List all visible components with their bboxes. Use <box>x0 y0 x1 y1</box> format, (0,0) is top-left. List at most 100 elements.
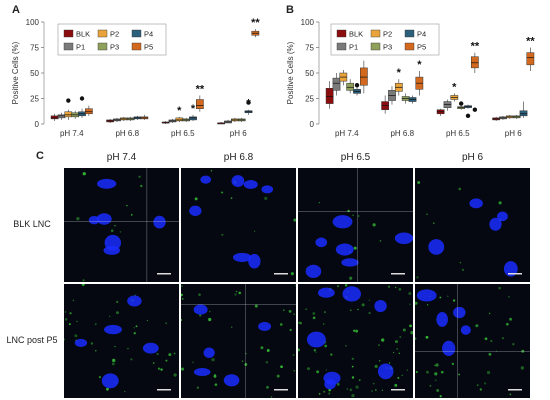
signal-dot <box>130 213 133 216</box>
box-p5 <box>196 99 204 109</box>
signal-dot <box>416 276 419 279</box>
micrograph-image <box>181 168 296 282</box>
nucleus <box>203 347 215 359</box>
signal-dot <box>241 360 244 362</box>
signal-dot <box>165 322 168 325</box>
y-tick-label: 0 <box>310 120 315 129</box>
micrograph-render <box>415 284 530 398</box>
y-tick-label: 0 <box>35 120 40 129</box>
nucleus <box>323 371 341 385</box>
y-tick-label: 25 <box>30 95 39 104</box>
signal-dot <box>388 362 391 364</box>
signal-dot <box>406 369 408 371</box>
nucleus <box>193 368 211 377</box>
signal-dot <box>484 337 488 341</box>
signal-dot <box>265 361 269 364</box>
signal-dot <box>94 323 97 326</box>
legend-label-p3: P3 <box>110 43 119 52</box>
panel-letter-a: A <box>12 4 20 16</box>
legend-swatch-p2 <box>97 29 108 38</box>
micrograph-render <box>189 170 296 276</box>
nucleus <box>315 237 328 248</box>
legend-swatch-p3 <box>97 42 108 51</box>
legend-swatch-p1 <box>63 42 74 51</box>
signal-dot <box>152 362 155 364</box>
signal-dot <box>109 315 111 317</box>
legend-swatch-p4 <box>131 29 142 38</box>
signal-dot <box>292 354 295 356</box>
signal-dot <box>351 357 354 360</box>
signal-dot <box>426 213 428 216</box>
nucleus <box>469 198 483 209</box>
signal-dot <box>64 338 66 341</box>
outlier-point <box>246 100 251 105</box>
legend-label-p5: P5 <box>144 43 153 52</box>
nucleus <box>193 304 208 315</box>
signal-dot <box>368 299 370 301</box>
signal-dot <box>352 214 354 216</box>
signal-dot <box>398 352 401 355</box>
micrograph-row-label: BLK LNC <box>13 219 51 229</box>
signal-dot <box>484 382 487 385</box>
legend-label-p1: P1 <box>349 43 358 52</box>
signal-dot <box>146 319 148 322</box>
signal-dot <box>168 353 172 357</box>
y-tick-label: 75 <box>305 44 314 53</box>
signal-dot <box>322 323 325 325</box>
scale-bar <box>274 273 288 275</box>
signal-dot <box>221 191 224 194</box>
signal-dot <box>282 309 285 311</box>
significance-marker: * <box>191 103 196 115</box>
y-tick-label: 75 <box>30 44 39 53</box>
micrograph-image <box>298 284 413 398</box>
signal-dot <box>194 197 198 201</box>
significance-marker: ** <box>471 41 480 53</box>
legend-box <box>330 23 440 56</box>
nucleus <box>142 342 159 354</box>
signal-dot <box>165 359 168 362</box>
signal-dot <box>76 320 78 323</box>
signal-dot <box>439 296 442 299</box>
signal-dot <box>181 285 183 287</box>
signal-dot <box>358 215 360 217</box>
signal-dot <box>349 276 353 280</box>
signal-dot <box>208 317 212 322</box>
outlier-point <box>465 113 471 119</box>
signal-dot <box>402 328 406 332</box>
signal-dot <box>381 338 385 342</box>
signal-dot <box>254 230 256 232</box>
signal-dot <box>210 170 213 172</box>
significance-marker: ** <box>526 36 535 48</box>
signal-dot <box>111 362 115 366</box>
boxplot-b: 0 25 50 75 100 Positive Cells (%) pH 7.4 pH 6.8… <box>286 18 535 138</box>
nucleus <box>428 239 445 255</box>
signal-dot <box>133 327 135 329</box>
signal-dot <box>119 231 122 233</box>
signal-dot <box>520 366 525 370</box>
y-axis-label: Positive Cells (%) <box>11 41 20 104</box>
x-tick-label: pH 6.5 <box>446 129 470 138</box>
signal-dot <box>160 368 163 371</box>
y-tick-label: 100 <box>26 18 40 27</box>
signal-dot <box>254 304 258 308</box>
signal-dot <box>434 364 436 367</box>
micrograph-render <box>298 284 413 398</box>
signal-dot <box>415 370 418 374</box>
signal-dot <box>507 295 510 298</box>
nucleus <box>335 243 354 256</box>
signal-dot <box>124 390 126 393</box>
significance-marker: ** <box>251 17 260 29</box>
signal-dot <box>337 285 339 287</box>
signal-dot <box>426 370 429 374</box>
signal-dot <box>415 337 417 340</box>
scale-bar <box>391 273 405 275</box>
signal-dot <box>355 329 359 333</box>
signal-dot <box>279 323 283 326</box>
signal-dot <box>173 352 176 355</box>
signal-dot <box>98 376 102 379</box>
signal-dot <box>116 300 119 303</box>
signal-dot <box>135 325 138 328</box>
scale-bar <box>508 389 522 391</box>
signal-dot <box>358 379 361 382</box>
box-p1 <box>332 77 341 91</box>
